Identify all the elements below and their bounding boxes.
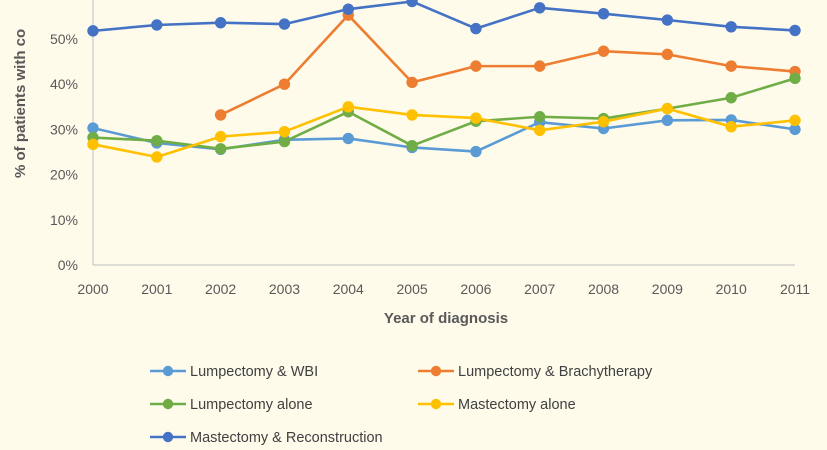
data-point [214, 109, 227, 121]
data-point [151, 135, 163, 147]
data-point [214, 143, 227, 155]
series-0 [87, 114, 801, 158]
legend-item: Mastectomy alone [418, 397, 576, 413]
legend-item: Lumpectomy & Brachytherapy [418, 364, 653, 380]
data-point [342, 3, 354, 15]
x-tick-label: 2011 [780, 281, 810, 297]
data-point [534, 111, 546, 123]
y-tick-label: 20% [50, 167, 78, 183]
data-point [789, 72, 801, 85]
series-2 [87, 72, 801, 155]
data-point [278, 125, 291, 138]
x-tick-label: 2001 [141, 281, 172, 297]
x-tick-label: 2003 [269, 281, 300, 297]
data-point [278, 18, 291, 30]
data-point [214, 17, 227, 29]
data-point [470, 145, 482, 158]
data-point [661, 48, 674, 61]
y-axis-ticks: 0% 10% 20% 30% 40% 50% [50, 31, 78, 273]
data-point [661, 114, 674, 127]
series-4 [87, 0, 801, 37]
data-point [597, 7, 610, 20]
data-point [534, 124, 546, 137]
series-3 [87, 101, 801, 163]
data-point [151, 151, 163, 163]
data-point [151, 19, 163, 31]
x-tick-label: 2000 [77, 281, 108, 297]
x-tick-label: 2006 [460, 281, 491, 297]
x-tick-label: 2010 [716, 281, 747, 297]
legend-item: Lumpectomy & WBI [150, 364, 318, 380]
legend-marker [162, 365, 174, 377]
data-point [470, 60, 482, 72]
data-point [87, 25, 99, 37]
legend-item: Lumpectomy alone [150, 397, 313, 413]
legend-marker [430, 398, 442, 410]
series-layer [87, 0, 801, 163]
legend-label: Lumpectomy alone [190, 397, 313, 413]
data-point [725, 60, 737, 72]
data-point [214, 130, 227, 143]
series-line [92, 0, 796, 33]
data-point [406, 139, 418, 152]
data-point [725, 21, 737, 33]
legend-label: Lumpectomy & Brachytherapy [458, 364, 653, 380]
data-point [789, 24, 801, 37]
data-point [725, 120, 737, 133]
data-point [597, 45, 610, 57]
x-tick-label: 2004 [333, 281, 364, 297]
data-point [278, 135, 291, 148]
y-tick-label: 40% [50, 76, 78, 92]
data-point [789, 114, 801, 127]
data-point [661, 14, 674, 26]
data-point [534, 60, 546, 72]
y-axis-title: % of patients with co [12, 29, 29, 178]
series-line [92, 77, 796, 151]
x-tick-label: 2008 [588, 281, 619, 297]
y-tick-label: 50% [50, 31, 78, 47]
x-tick-label: 2009 [652, 281, 683, 297]
x-tick-label: 2002 [205, 281, 236, 297]
data-point [661, 102, 674, 115]
x-axis-ticks: 2000 2001 2002 2003 2004 2005 2006 2007 2008 2009… [77, 281, 810, 297]
x-tick-label: 2005 [397, 281, 428, 297]
legend-label: Mastectomy & Reconstruction [190, 430, 383, 446]
data-point [470, 22, 482, 35]
data-point [278, 78, 291, 90]
data-point [597, 116, 610, 128]
x-axis-title: Year of diagnosis [384, 310, 508, 327]
series-line [92, 105, 796, 159]
legend-marker [162, 398, 174, 410]
data-point [406, 109, 418, 121]
data-point [342, 101, 354, 113]
y-tick-label: 10% [50, 212, 78, 228]
x-tick-label: 2007 [524, 281, 555, 297]
legend-label: Lumpectomy & WBI [190, 364, 318, 380]
legend-marker [430, 365, 442, 377]
legend-item: Mastectomy & Reconstruction [150, 430, 383, 446]
data-point [470, 112, 482, 124]
legend-marker [162, 431, 174, 443]
data-point [406, 0, 418, 8]
data-point [342, 132, 354, 145]
series-1 [214, 9, 801, 121]
data-point [87, 138, 99, 151]
y-tick-label: 0% [58, 257, 78, 273]
legend-label: Mastectomy alone [458, 397, 576, 413]
legend: Lumpectomy & WBI Lumpectomy & Brachythera… [150, 364, 653, 446]
series-line [220, 13, 796, 117]
data-point [87, 122, 99, 134]
data-point [534, 2, 546, 14]
y-tick-label: 30% [50, 121, 78, 137]
data-point [406, 76, 418, 89]
data-point [725, 92, 737, 104]
